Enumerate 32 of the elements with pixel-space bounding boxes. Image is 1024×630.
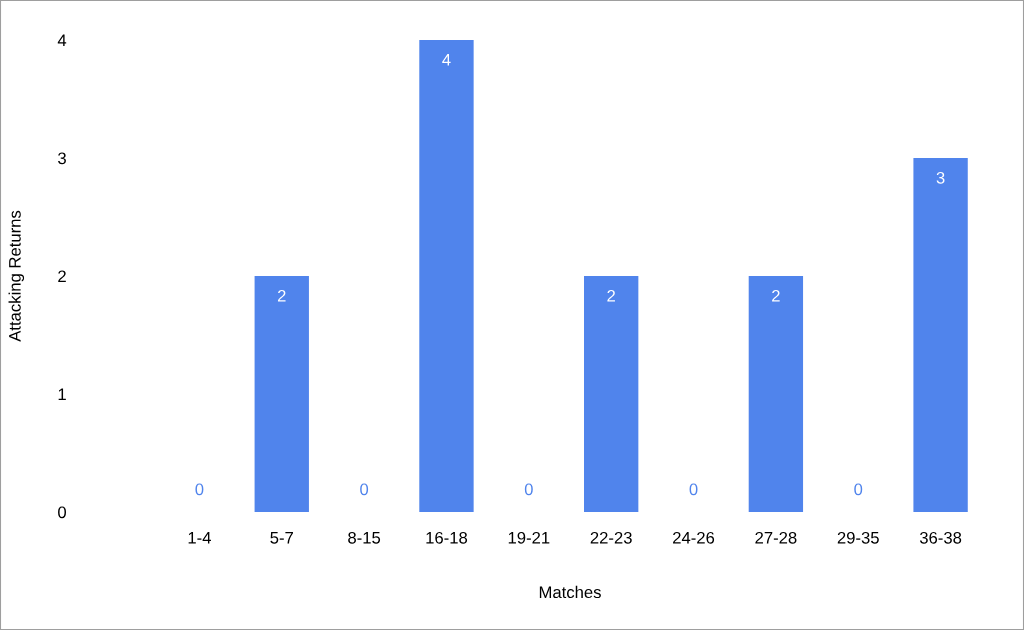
data-label: 0 [854,483,863,496]
x-tick-label: 27-28 [755,531,797,544]
data-label: 0 [524,483,533,496]
data-label: 0 [689,483,698,496]
bar [254,276,309,512]
y-tick-label: 3 [58,152,66,165]
data-label: 3 [936,171,945,184]
x-tick-label: 1-4 [188,532,211,544]
y-tick-label: 0 [58,506,67,519]
bar [913,158,968,512]
y-axis-title: Attacking Returns [8,210,25,342]
x-axis-title: Matches [539,585,601,599]
y-tick-label: 4 [57,34,67,47]
x-tick-label: 19-21 [508,531,550,544]
x-tick-label: 36-38 [919,531,962,544]
bar [748,276,804,512]
y-tick-label: 2 [58,270,66,283]
data-label: 2 [772,289,780,302]
x-tick-label: 8-15 [348,531,381,544]
x-tick-label: 16-18 [426,531,468,544]
data-label: 0 [360,483,369,496]
x-tick-label: 22-23 [590,531,632,544]
data-label: 2 [277,289,286,302]
data-label: 2 [607,289,615,302]
data-label: 0 [195,483,204,496]
bar [419,40,474,512]
x-tick-label: 29-35 [837,531,879,544]
x-tick-label: 24-26 [673,531,715,544]
data-label: 4 [442,54,451,66]
x-tick-label: 5-7 [270,532,293,544]
y-tick-label: 1 [58,388,66,401]
bar [584,276,639,512]
